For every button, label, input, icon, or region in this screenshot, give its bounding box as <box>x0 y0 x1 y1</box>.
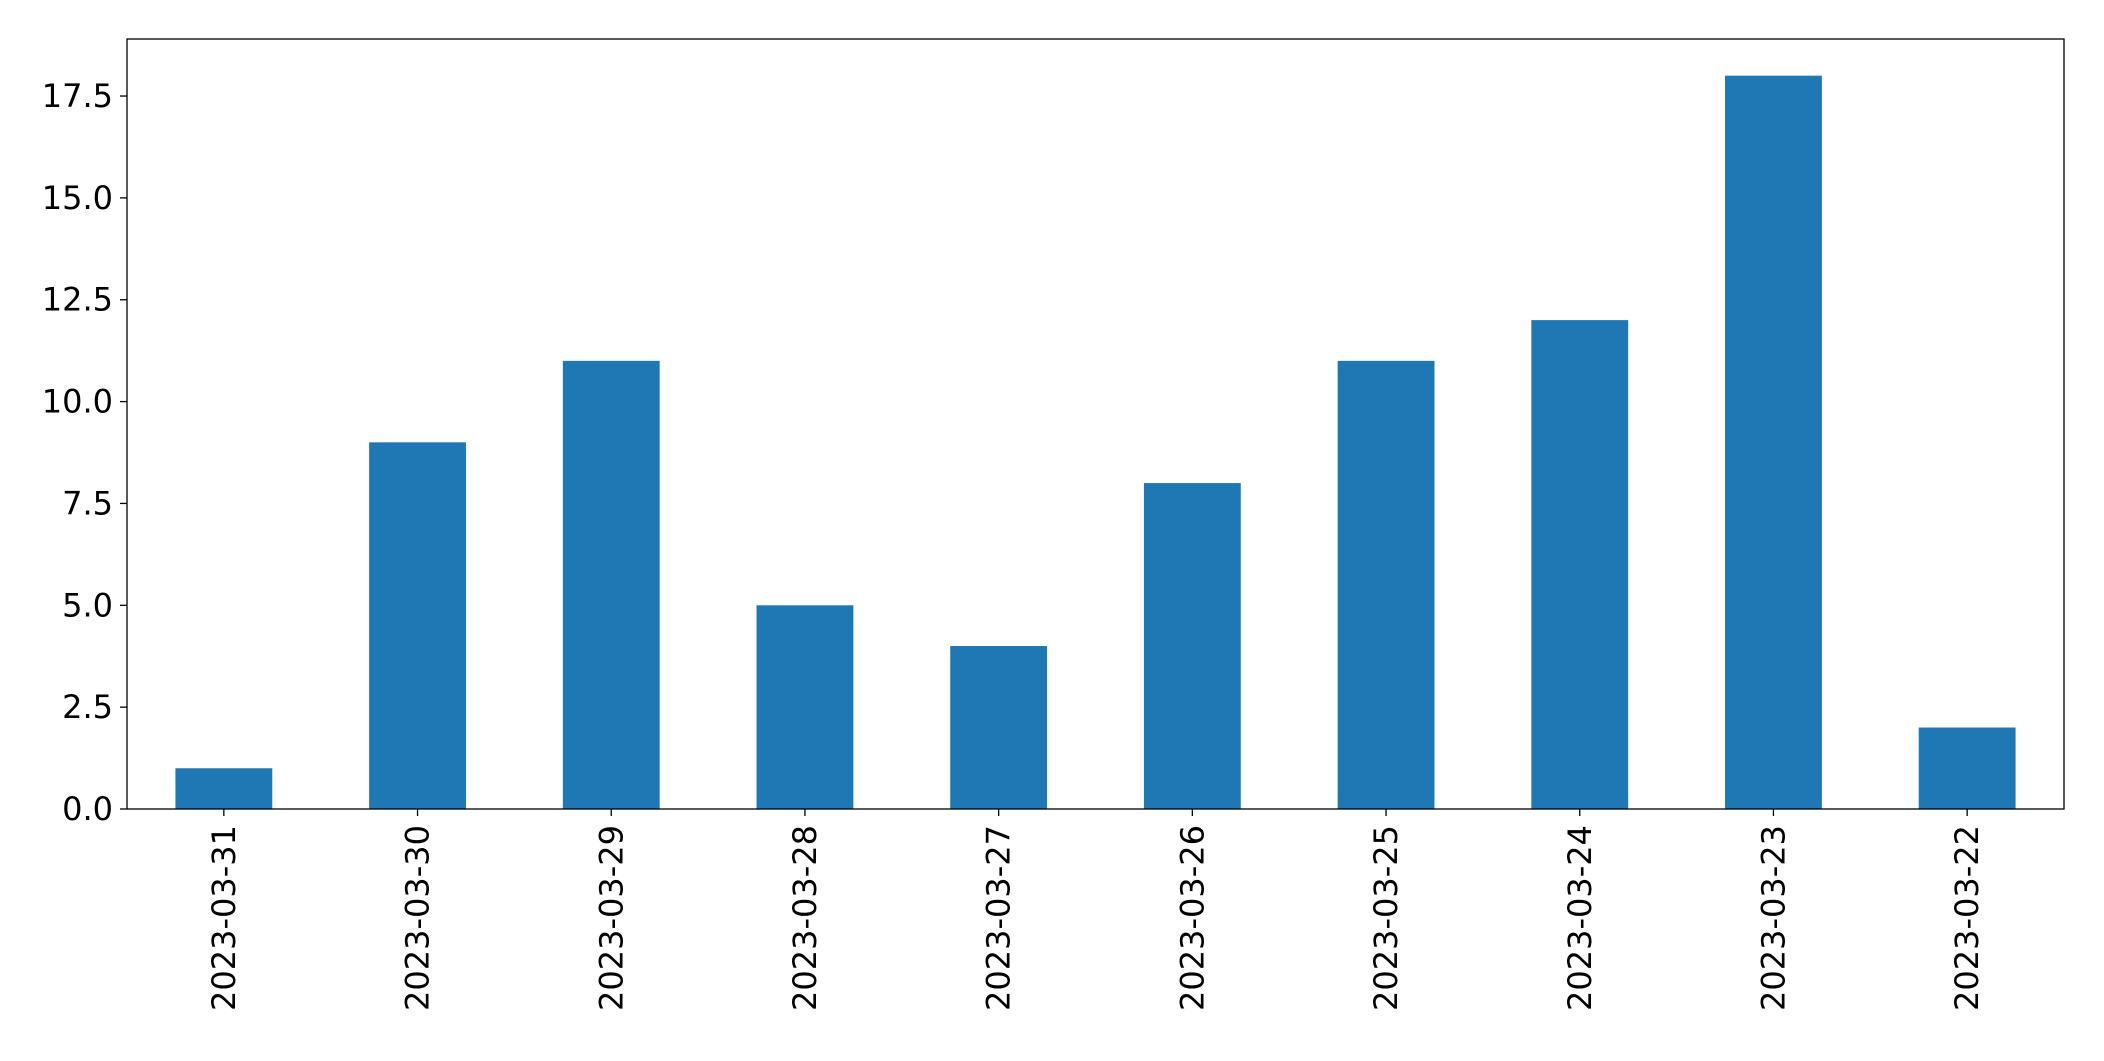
x-tick-label: 2023-03-22 <box>1948 825 1986 1011</box>
bar <box>1531 320 1629 809</box>
bar <box>1918 727 2016 809</box>
x-tick-label: 2023-03-27 <box>980 825 1018 1011</box>
x-tick-label: 2023-03-24 <box>1561 825 1599 1011</box>
bar <box>562 360 660 809</box>
bar <box>756 605 854 809</box>
bar <box>175 768 273 809</box>
x-tick-label: 2023-03-28 <box>786 825 824 1011</box>
x-tick-label: 2023-03-25 <box>1367 825 1405 1011</box>
x-tick-label: 2023-03-26 <box>1173 825 1211 1011</box>
y-tick-label: 10.0 <box>42 383 113 421</box>
y-tick-label: 5.0 <box>62 586 113 624</box>
y-tick-label: 2.5 <box>62 688 113 726</box>
bar <box>950 646 1048 809</box>
bar <box>1725 75 1822 809</box>
x-tick-label: 2023-03-29 <box>592 825 630 1011</box>
bar <box>369 442 466 809</box>
y-tick-label: 12.5 <box>42 281 113 319</box>
y-tick-label: 7.5 <box>62 484 113 522</box>
x-tick-label: 2023-03-30 <box>399 825 437 1011</box>
y-tick-label: 0.0 <box>62 790 113 828</box>
bar <box>1143 483 1241 809</box>
y-tick-label: 15.0 <box>42 179 113 217</box>
plot-frame <box>126 38 2065 810</box>
x-tick-label: 2023-03-31 <box>205 825 243 1011</box>
bar <box>1337 360 1435 809</box>
y-tick-label: 17.5 <box>42 77 113 115</box>
x-tick-label: 2023-03-23 <box>1754 825 1792 1011</box>
